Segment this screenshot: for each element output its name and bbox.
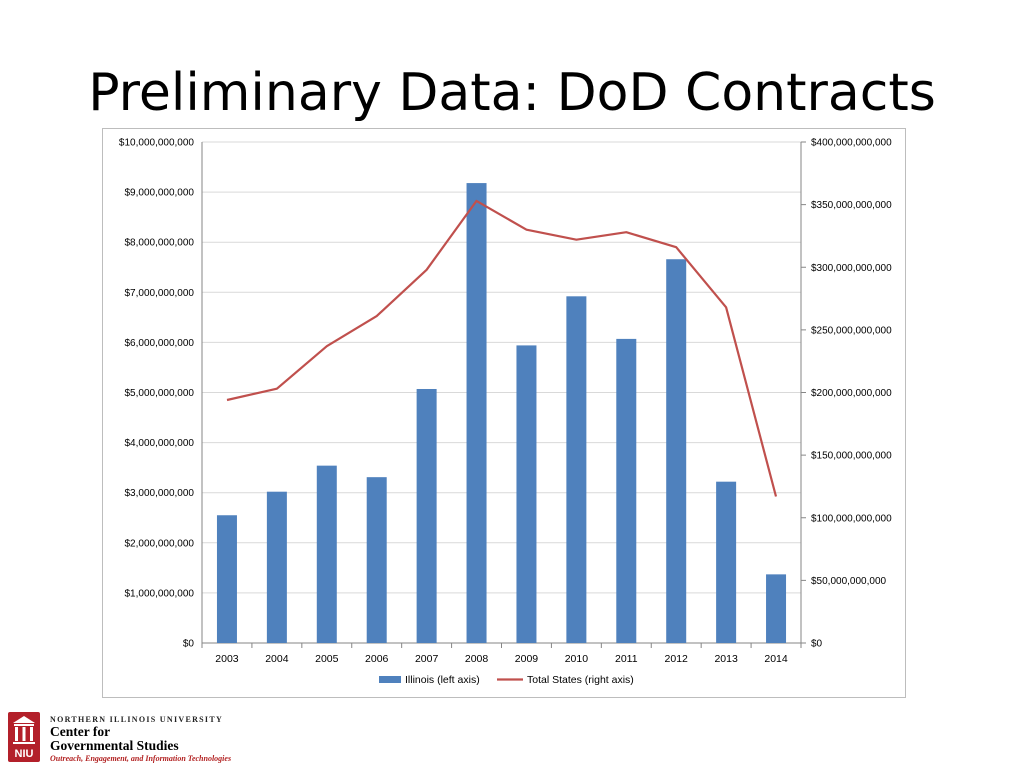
right-tick-label: $100,000,000,000: [811, 513, 892, 524]
bar-illinois: [316, 465, 337, 643]
left-tick-label: $10,000,000,000: [119, 138, 195, 149]
x-tick-label: 2010: [565, 653, 589, 665]
x-tick-label: 2003: [215, 653, 239, 665]
bar-illinois: [466, 183, 487, 643]
right-tick-label: $150,000,000,000: [811, 451, 892, 462]
x-tick-label: 2004: [265, 653, 289, 665]
slide-title: Preliminary Data: DoD Contracts: [88, 63, 936, 123]
bar-illinois: [216, 515, 237, 643]
footer-logo: NIU NORTHERN ILLINOIS UNIVERSITY Center …: [6, 710, 266, 766]
line-total-states: [226, 199, 778, 497]
x-tick-label: 2008: [465, 653, 489, 665]
tagline: Outreach, Engagement, and Information Te…: [50, 754, 232, 763]
left-tick-label: $4,000,000,000: [124, 438, 194, 449]
right-tick-label: $400,000,000,000: [811, 138, 892, 149]
x-tick-label: 2009: [515, 653, 539, 665]
bar-illinois: [666, 259, 687, 643]
left-tick-label: $3,000,000,000: [124, 488, 194, 499]
x-tick-label: 2012: [665, 653, 689, 665]
right-tick-label: $350,000,000,000: [811, 200, 892, 211]
x-tick-label: 2011: [615, 653, 638, 665]
x-tick-label: 2014: [764, 653, 788, 665]
bar-illinois: [566, 296, 587, 643]
chart-frame: $0 $1,000,000,000 $2,000,000,000 $3,000,000…: [102, 128, 906, 698]
legend-label-total-states: Total States (right axis): [527, 674, 634, 686]
x-tick-label: 2007: [415, 653, 439, 665]
x-tick-label: 2006: [365, 653, 389, 665]
left-tick-label: $9,000,000,000: [124, 188, 194, 199]
left-tick-label: $6,000,000,000: [124, 338, 194, 349]
left-tick-label: $7,000,000,000: [124, 288, 194, 299]
left-tick-label: $2,000,000,000: [124, 538, 194, 549]
x-tick-label: 2005: [315, 653, 339, 665]
bar-illinois: [266, 491, 287, 643]
left-tick-label: $8,000,000,000: [124, 238, 194, 249]
right-tick-label: $50,000,000,000: [811, 576, 887, 587]
chart: $0 $1,000,000,000 $2,000,000,000 $3,000,000…: [119, 138, 892, 687]
bar-illinois: [366, 477, 387, 643]
center-name-line2: Governmental Studies: [50, 738, 179, 753]
bar-illinois: [766, 574, 787, 643]
center-name-line1: Center for: [50, 724, 111, 739]
x-tick-label: 2013: [714, 653, 738, 665]
bar-illinois: [516, 345, 537, 643]
bar-illinois: [716, 481, 737, 643]
right-tick-label: $300,000,000,000: [811, 263, 892, 274]
left-tick-label: $5,000,000,000: [124, 388, 194, 399]
legend-label-illinois: Illinois (left axis): [405, 674, 480, 686]
bar-illinois: [416, 388, 437, 643]
left-tick-label: $1,000,000,000: [124, 588, 194, 599]
bar-illinois: [616, 338, 637, 643]
left-tick-label: $0: [183, 639, 195, 650]
right-tick-label: $200,000,000,000: [811, 388, 892, 399]
right-tick-label: $250,000,000,000: [811, 325, 892, 336]
niu-shield-icon: NIU: [8, 712, 40, 762]
right-tick-label: $0: [811, 639, 823, 650]
legend-swatch-illinois: [379, 676, 401, 683]
university-name: NORTHERN ILLINOIS UNIVERSITY: [50, 715, 224, 724]
logo-text: NIU: [15, 748, 34, 760]
